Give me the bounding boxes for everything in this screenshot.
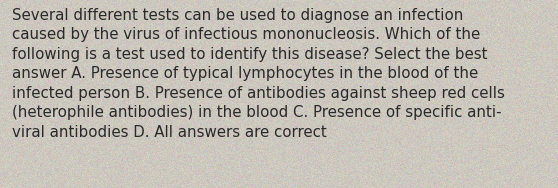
Text: Several different tests can be used to diagnose an infection
caused by the virus: Several different tests can be used to d… xyxy=(12,8,505,140)
